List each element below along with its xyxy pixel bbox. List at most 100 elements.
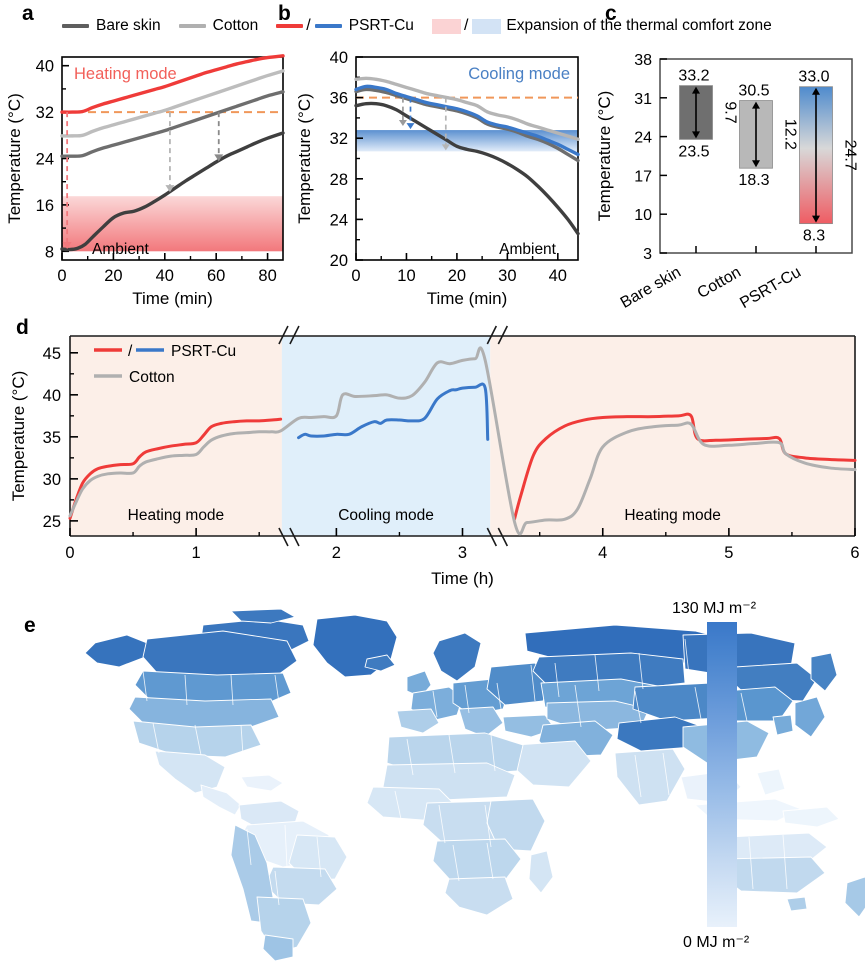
colorbar-max-label: 130 MJ m⁻²: [672, 600, 757, 617]
x-tick-label-b: 40: [549, 267, 567, 285]
y-tick-label-d: 40: [43, 387, 61, 405]
map-border-12: [464, 684, 470, 714]
x-tick-label-a: 0: [57, 267, 66, 285]
arrow-b-0: [398, 97, 407, 127]
series-line-cotton: [60, 69, 285, 138]
x-tick-label-d: 2: [332, 544, 341, 562]
map-border-29: [452, 844, 460, 882]
x-tick-label-d: 6: [850, 544, 859, 562]
map-border-26: [394, 790, 402, 820]
y-tick-label-c: 38: [634, 52, 652, 69]
x-tick-label-d: 1: [192, 544, 201, 562]
bar-top-label-2: 33.0: [798, 69, 829, 86]
series-line-cotton: [354, 76, 580, 141]
map-region-iberia: [396, 708, 440, 734]
arrow-a-1: [165, 112, 175, 193]
panel-label-c: c: [605, 2, 617, 25]
y-tick-label-b: 20: [330, 252, 348, 270]
region-2: [490, 336, 855, 536]
map-border-18: [684, 638, 690, 676]
colorbar: [707, 622, 737, 927]
map-region-new-zealand: [844, 876, 865, 918]
map-border-22: [740, 692, 748, 722]
map-region-korea: [772, 714, 794, 736]
map-border-15: [554, 662, 560, 698]
map-region-scandinavia: [432, 632, 482, 682]
series-line-bare-skin: [60, 131, 285, 252]
arrow-a-0: [62, 112, 72, 249]
x-tick-label-d: 3: [458, 544, 467, 562]
x-tick-label-d: 4: [598, 544, 607, 562]
legend-label-psrt-cu: PSRT-Cu: [348, 17, 414, 34]
series-line-bare-skin: [354, 101, 580, 236]
region-label-1: Cooling mode: [338, 507, 434, 524]
map-border-24: [448, 734, 456, 774]
mode-label-a: Heating mode: [74, 65, 177, 83]
panel-e-map: [84, 608, 865, 962]
series-line-psrt-cu: [354, 84, 580, 157]
x-tick-label-b: 20: [448, 267, 466, 285]
map-border-28: [484, 804, 492, 848]
legend-top: Bare skin Cotton / PSRT-Cu / Expansion o…: [62, 17, 772, 35]
y-tick-label-a: 16: [36, 197, 54, 215]
legend-label-d-cotton: Cotton: [129, 369, 175, 386]
legend-swatch-expansion-blue: [472, 18, 502, 34]
legend-d: / PSRT-Cu Cotton: [94, 343, 236, 386]
series-line-cotton-under-: [60, 90, 285, 158]
y-tick-label-a: 40: [36, 58, 54, 76]
panel-c-chart: 3 10 17 24 31 38 33.2 23.5 9.7 Bare skin 30.5 18.3 1…: [595, 52, 859, 312]
axis-break-1: [486, 527, 509, 547]
y-tick-label-d: 30: [43, 471, 61, 489]
map-region-patagonia: [262, 934, 294, 962]
map-border-1: [184, 674, 188, 706]
x-tick-label-a: 80: [258, 267, 276, 285]
map-border-4: [152, 722, 160, 754]
bar-top-label-1: 30.5: [738, 83, 769, 100]
x-tick-label-d: 0: [65, 544, 74, 562]
map-border-14: [530, 664, 536, 702]
map-region-s-africa-lower: [444, 876, 514, 916]
bar-range-label-2: 24.7: [842, 140, 859, 171]
panel-b-chart: 20 24 28 32 36 40 0 10 20 30 40 Cooling mode Ambient…: [295, 49, 580, 308]
map-border-32: [662, 752, 670, 796]
map-region-kamchatka: [810, 652, 838, 692]
region-label-2: Heating mode: [624, 507, 721, 524]
y-tick-label-b: 32: [330, 130, 348, 148]
x-axis-label-b: Time (min): [427, 289, 508, 308]
legend-separator-d: /: [128, 343, 133, 360]
x-tick-label-a: 40: [156, 267, 174, 285]
bar-range-label-1: 12.2: [782, 119, 799, 150]
map-region-tasmania: [786, 896, 808, 912]
map-border-25: [490, 734, 496, 772]
plot-frame-b: [355, 56, 579, 261]
comfort-zone-band-a: [62, 196, 283, 252]
x-axis-label-d: Time (h): [431, 569, 494, 588]
map-border-9: [316, 836, 322, 878]
map-border-23: [406, 738, 414, 776]
series-line-psrt-cu-heating-red-: [68, 417, 283, 520]
x-tick-label-b: 10: [397, 267, 415, 285]
legend-label-cotton: Cotton: [212, 17, 259, 34]
series-line-cotton: [68, 346, 857, 536]
mode-label-b: Cooling mode: [468, 65, 570, 83]
map-region-caribbean: [240, 774, 284, 792]
map-region-alaska: [84, 634, 148, 668]
x-tick-label-d: 5: [724, 544, 733, 562]
y-tick-label-c: 10: [634, 207, 652, 224]
arrow-a-2: [214, 112, 224, 162]
y-tick-label-c: 31: [634, 91, 652, 108]
legend-label-bare-skin: Bare skin: [96, 17, 161, 34]
map-border-8: [284, 824, 288, 868]
map-border-7: [246, 828, 252, 866]
map-border-13: [496, 682, 502, 710]
y-axis-label-a: Temperature (°C): [5, 93, 24, 224]
panel-label-a: a: [22, 2, 34, 25]
y-tick-label-c: 3: [643, 246, 652, 263]
map-border-3: [274, 674, 280, 704]
map-region-italy-balkans: [458, 706, 504, 738]
legend-line-cotton: [178, 24, 206, 28]
x-tick-label-a: 20: [104, 267, 122, 285]
y-axis-label-b: Temperature (°C): [295, 93, 314, 224]
series-line-psrt-cu-cooling-blue-: [297, 382, 490, 441]
